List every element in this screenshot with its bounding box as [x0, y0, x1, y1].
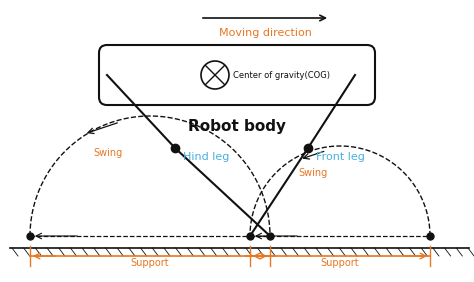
Text: Hind leg: Hind leg [183, 152, 229, 162]
Text: Front leg: Front leg [316, 152, 365, 162]
Text: Center of gravity(COG): Center of gravity(COG) [233, 70, 330, 80]
Text: Swing: Swing [93, 148, 123, 158]
FancyBboxPatch shape [99, 45, 375, 105]
Text: Robot body: Robot body [188, 119, 286, 134]
Text: Support: Support [321, 258, 359, 268]
Text: Moving direction: Moving direction [219, 28, 311, 38]
Text: Support: Support [131, 258, 169, 268]
Text: Swing: Swing [298, 168, 328, 177]
